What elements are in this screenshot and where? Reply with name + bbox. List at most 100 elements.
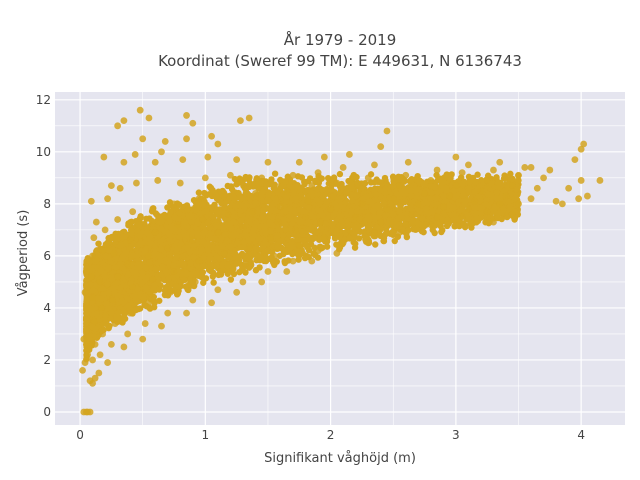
scatter-point xyxy=(205,247,212,254)
scatter-point xyxy=(179,253,186,260)
scatter-point xyxy=(473,215,480,222)
scatter-point xyxy=(343,211,351,218)
scatter-point xyxy=(146,305,154,312)
scatter-point xyxy=(381,174,389,182)
scatter-point xyxy=(281,259,289,267)
scatter-point xyxy=(355,235,363,242)
scatter-point xyxy=(157,246,165,253)
scatter-point xyxy=(405,226,412,234)
scatter-point xyxy=(445,220,453,227)
scatter-point xyxy=(304,244,311,251)
scatter-point xyxy=(209,273,217,280)
scatter-point xyxy=(286,230,293,238)
scatter-point xyxy=(328,176,336,183)
scatter-point xyxy=(306,175,314,182)
scatter-point xyxy=(188,271,195,279)
scatter-point xyxy=(268,176,275,183)
scatter-point xyxy=(323,243,331,250)
scatter-point xyxy=(372,241,379,248)
scatter-point xyxy=(282,208,289,215)
scatter-point xyxy=(371,185,379,193)
scatter-point xyxy=(112,234,120,241)
scatter-point xyxy=(237,179,245,186)
scatter-point xyxy=(311,234,318,242)
scatter-point xyxy=(284,173,291,180)
scatter-point xyxy=(364,213,372,220)
scatter-point xyxy=(414,220,421,227)
scatter-point xyxy=(230,218,237,226)
scatter-point xyxy=(331,234,339,242)
scatter-point xyxy=(465,216,472,223)
scatter-point xyxy=(242,269,249,276)
scatter-point xyxy=(188,230,196,238)
scatter-point xyxy=(287,213,295,220)
scatter-point xyxy=(391,237,398,245)
scatter-point xyxy=(195,189,203,196)
scatter-point xyxy=(246,183,253,190)
scatter-point xyxy=(229,192,236,200)
scatter-point xyxy=(104,239,111,247)
scatter-point xyxy=(265,191,272,199)
scatter-point xyxy=(352,240,359,247)
scatter-point xyxy=(210,279,217,286)
scatter-point xyxy=(213,253,220,260)
scatter-point xyxy=(271,181,278,188)
scatter-point xyxy=(176,233,183,240)
scatter-point xyxy=(218,199,225,207)
scatter-point xyxy=(273,258,280,265)
scatter-point xyxy=(183,270,190,278)
scatter-point xyxy=(260,206,267,214)
scatter-point xyxy=(230,232,237,239)
scatter-point xyxy=(465,187,472,194)
data-points xyxy=(79,106,604,416)
scatter-point xyxy=(254,184,262,192)
scatter-point xyxy=(135,221,143,229)
scatter-point xyxy=(205,191,213,198)
scatter-point xyxy=(298,174,306,181)
scatter-point xyxy=(158,225,166,233)
scatter-point xyxy=(420,180,427,187)
scatter-point xyxy=(199,269,207,276)
scatter-point xyxy=(132,296,139,304)
scatter-point xyxy=(349,197,356,205)
scatter-point xyxy=(252,267,260,274)
scatter-point xyxy=(361,180,369,187)
scatter-point xyxy=(307,187,314,194)
scatter-point xyxy=(280,232,287,239)
scatter-point xyxy=(247,259,254,267)
scatter-point xyxy=(348,191,355,199)
scatter-point xyxy=(389,229,397,236)
scatter-point xyxy=(242,173,249,181)
scatter-point xyxy=(161,291,169,298)
scatter-point xyxy=(494,179,502,187)
scatter-point xyxy=(515,177,522,184)
scatter-point xyxy=(493,189,501,196)
scatter-point xyxy=(140,295,148,302)
scatter-point xyxy=(460,220,467,227)
scatter-point xyxy=(342,198,349,206)
scatter-point xyxy=(136,215,144,222)
scatter-point xyxy=(336,170,344,178)
scatter-point xyxy=(263,181,270,188)
scatter-point xyxy=(433,171,440,179)
scatter-point xyxy=(354,179,361,187)
scatter-point xyxy=(439,226,446,234)
scatter-point xyxy=(361,232,368,240)
scatter-point xyxy=(329,222,336,229)
scatter-point xyxy=(119,319,126,326)
scatter-point xyxy=(333,218,340,225)
scatter-point xyxy=(173,253,180,260)
scatter-point xyxy=(237,217,245,224)
scatter-point xyxy=(244,190,251,197)
scatter-point xyxy=(450,217,457,224)
scatter-point xyxy=(453,222,460,229)
scatter-point xyxy=(441,174,448,181)
scatter-point xyxy=(95,240,102,247)
scatter-point xyxy=(271,170,279,177)
scatter-point xyxy=(224,182,231,190)
scatter-point xyxy=(200,279,207,286)
scatter-point xyxy=(262,240,269,247)
scatter-point xyxy=(462,197,469,204)
scatter-point xyxy=(295,256,302,263)
